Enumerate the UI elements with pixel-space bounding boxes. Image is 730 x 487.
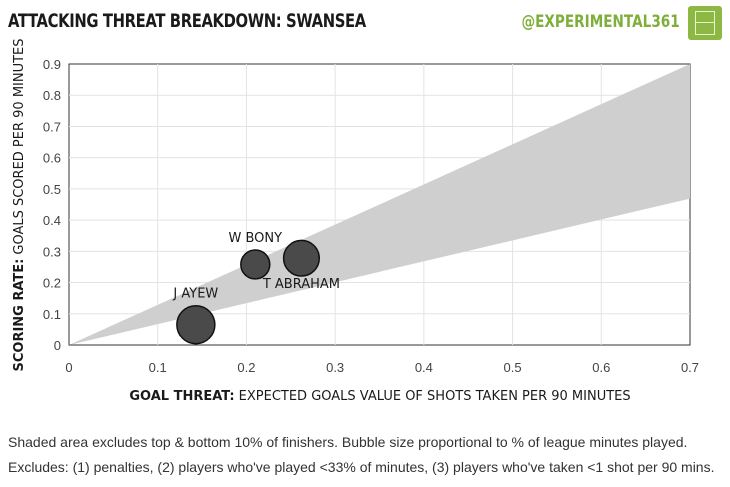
y-axis-title: SCORING RATE: GOALS SCORED PER 90 MINUTES (12, 38, 27, 371)
y-tick-label: 0.1 (43, 307, 61, 322)
x-tick-label: 0.7 (681, 360, 699, 375)
footnote-1: Shaded area excludes top & bottom 10% of… (8, 434, 688, 450)
x-tick-label: 0.4 (415, 360, 433, 375)
y-tick-label: 0.8 (43, 88, 61, 103)
bubble (282, 239, 321, 277)
x-tick-label: 0.1 (149, 360, 167, 375)
footnote-2: Excludes: (1) penalties, (2) players who… (8, 459, 715, 475)
pitch-logo-icon (688, 6, 722, 40)
bubble-label: J AYEW (172, 287, 218, 302)
y-tick-label: 0.4 (43, 213, 61, 228)
bubble (240, 249, 271, 280)
axis-ticks: 0 0.1 0.2 0.3 0.4 0.5 0.6 0.7 0 0.1 0.2 0.3 0.4 0.5 0.… (43, 57, 699, 375)
y-tick-label: 0.7 (43, 119, 61, 134)
y-axis-title-rest: GOALS SCORED PER 90 MINUTES (12, 38, 27, 254)
y-axis-title-bold: SCORING RATE: (12, 259, 27, 372)
y-tick-label: 0.6 (43, 151, 61, 166)
bubbles: J AYEW W BONY T ABRAHAM (172, 231, 340, 345)
page-title: ATTACKING THREAT BREAKDOWN: SWANSEA (8, 10, 366, 32)
y-tick-label: 0 (54, 338, 61, 353)
scatter-chart: 0 0.1 0.2 0.3 0.4 0.5 0.6 0.7 0 0.1 0.2 0.3 0.4 0.5 0.… (12, 38, 699, 404)
x-tick-label: 0.3 (326, 360, 344, 375)
y-tick-label: 0.9 (43, 57, 61, 72)
twitter-handle[interactable]: @EXPERIMENTAL361 (521, 12, 680, 32)
x-axis-title-rest: EXPECTED GOALS VALUE OF SHOTS TAKEN PER … (239, 389, 631, 404)
y-tick-label: 0.3 (43, 244, 61, 259)
bubble-label: W BONY (229, 231, 283, 246)
x-tick-label: 0 (65, 360, 72, 375)
x-tick-label: 0.2 (237, 360, 255, 375)
bubble (176, 304, 216, 345)
x-tick-label: 0.5 (504, 360, 522, 375)
x-tick-label: 0.6 (592, 360, 610, 375)
bubble-label: T ABRAHAM (262, 277, 340, 292)
x-axis-title-bold: GOAL THREAT: (129, 389, 234, 404)
y-tick-label: 0.2 (43, 276, 61, 291)
x-axis-title: GOAL THREAT: EXPECTED GOALS VALUE OF SHOT… (129, 389, 630, 404)
y-tick-label: 0.5 (43, 182, 61, 197)
finishing-band (69, 64, 690, 345)
